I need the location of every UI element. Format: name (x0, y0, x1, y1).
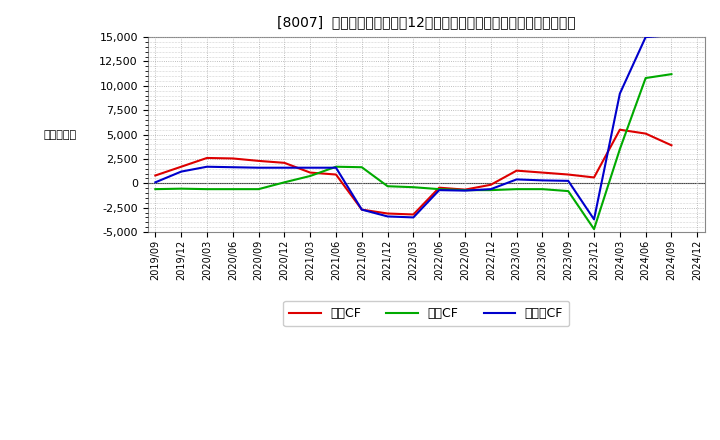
営業CF (616, 127, 624, 132)
フリーCF (306, 165, 315, 170)
フリーCF (254, 165, 263, 170)
投資CF (513, 187, 521, 192)
投資CF (254, 187, 263, 192)
フリーCF (177, 169, 186, 174)
投資CF (306, 173, 315, 179)
投資CF (357, 165, 366, 170)
フリーCF (332, 165, 341, 170)
営業CF (513, 168, 521, 173)
フリーCF (461, 188, 469, 193)
フリーCF (616, 91, 624, 96)
営業CF (151, 173, 160, 178)
投資CF (177, 186, 186, 191)
営業CF (564, 172, 572, 177)
Line: フリーCF: フリーCF (156, 35, 672, 220)
投資CF (616, 147, 624, 152)
Y-axis label: （百万円）: （百万円） (44, 129, 77, 139)
営業CF (538, 170, 546, 175)
投資CF (564, 188, 572, 194)
投資CF (151, 187, 160, 192)
営業CF (202, 155, 211, 161)
営業CF (435, 185, 444, 191)
Title: [8007]  キャッシュフローの12か月移動合計の対前年同期増減額の推移: [8007] キャッシュフローの12か月移動合計の対前年同期増減額の推移 (277, 15, 575, 29)
フリーCF (383, 214, 392, 219)
投資CF (383, 183, 392, 189)
投資CF (332, 164, 341, 169)
投資CF (667, 72, 676, 77)
営業CF (590, 175, 598, 180)
営業CF (177, 164, 186, 169)
フリーCF (202, 164, 211, 169)
営業CF (280, 160, 289, 165)
投資CF (202, 187, 211, 192)
フリーCF (513, 177, 521, 182)
フリーCF (357, 207, 366, 212)
営業CF (461, 187, 469, 192)
Legend: 営業CF, 投資CF, フリーCF: 営業CF, 投資CF, フリーCF (283, 301, 570, 326)
投資CF (461, 187, 469, 193)
営業CF (228, 156, 237, 161)
営業CF (667, 143, 676, 148)
投資CF (280, 180, 289, 185)
Line: 営業CF: 営業CF (156, 130, 672, 214)
フリーCF (409, 215, 418, 220)
フリーCF (151, 180, 160, 185)
営業CF (642, 131, 650, 136)
営業CF (332, 172, 341, 177)
フリーCF (228, 165, 237, 170)
投資CF (642, 75, 650, 81)
投資CF (487, 187, 495, 193)
フリーCF (435, 187, 444, 193)
投資CF (409, 184, 418, 190)
投資CF (228, 187, 237, 192)
フリーCF (487, 187, 495, 192)
Line: 投資CF: 投資CF (156, 74, 672, 229)
営業CF (357, 207, 366, 212)
フリーCF (538, 178, 546, 183)
フリーCF (590, 217, 598, 222)
営業CF (409, 212, 418, 217)
営業CF (306, 170, 315, 175)
営業CF (487, 182, 495, 187)
投資CF (435, 187, 444, 192)
営業CF (383, 211, 392, 216)
投資CF (538, 187, 546, 192)
フリーCF (280, 165, 289, 170)
フリーCF (667, 33, 676, 38)
営業CF (254, 158, 263, 164)
投資CF (590, 227, 598, 232)
フリーCF (564, 178, 572, 183)
フリーCF (642, 34, 650, 40)
